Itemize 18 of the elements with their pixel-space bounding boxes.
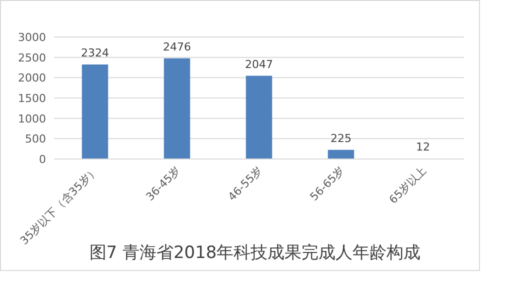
data-label: 2047 [245, 58, 273, 71]
y-tick-label: 1500 [18, 92, 46, 105]
y-tick-label: 500 [25, 132, 46, 146]
bar [82, 64, 108, 159]
bar [328, 150, 354, 159]
data-label: 2324 [81, 46, 109, 60]
y-tick-label: 3000 [18, 31, 46, 44]
data-label: 225 [330, 132, 352, 145]
data-label: 2476 [163, 40, 191, 54]
y-tick-label: 2000 [18, 72, 46, 85]
bar [246, 76, 272, 159]
data-label: 12 [416, 140, 430, 154]
x-tick-label: 65岁以上 [386, 164, 430, 206]
bar [164, 58, 190, 159]
y-tick-label: 2500 [18, 51, 46, 64]
text: 图7 青海省2018年科技成果完成人年龄构成 [89, 243, 421, 263]
y-tick-label: 1000 [18, 112, 46, 126]
y-tick-label: 0 [39, 153, 46, 166]
